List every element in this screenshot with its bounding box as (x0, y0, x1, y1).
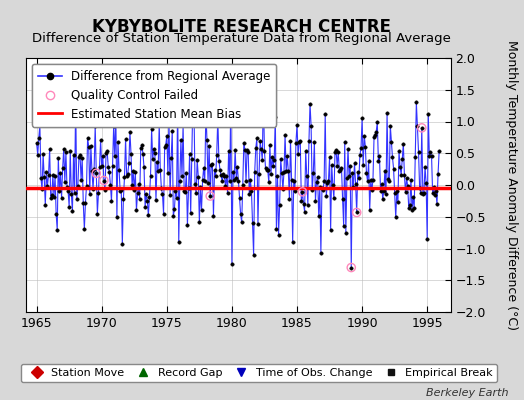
Point (353, 209, 361, 216)
Point (92, 170, 101, 176)
Point (100, 177, 108, 184)
Y-axis label: Monthly Temperature Anomaly Difference (°C): Monthly Temperature Anomaly Difference (… (506, 40, 518, 330)
Text: Difference of Station Temperature Data from Regional Average: Difference of Station Temperature Data f… (31, 32, 451, 45)
Point (418, 125, 426, 131)
Point (298, 189, 307, 195)
Point (206, 193, 214, 199)
Legend: Station Move, Record Gap, Time of Obs. Change, Empirical Break: Station Move, Record Gap, Time of Obs. C… (21, 364, 497, 382)
Legend: Difference from Regional Average, Quality Control Failed, Estimated Station Mean: Difference from Regional Average, Qualit… (32, 64, 276, 126)
Point (347, 264, 355, 271)
Text: Berkeley Earth: Berkeley Earth (426, 388, 508, 398)
Text: KYBYBOLITE RESEARCH CENTRE: KYBYBOLITE RESEARCH CENTRE (92, 18, 390, 36)
